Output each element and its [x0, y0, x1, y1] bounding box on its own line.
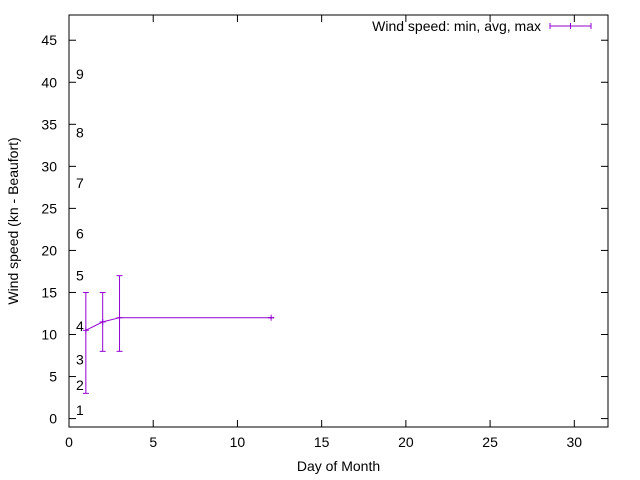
legend-series-label: Wind speed: min, avg, max	[372, 18, 541, 34]
beaufort-label: 8	[76, 125, 84, 141]
y-tick-label: 40	[41, 74, 57, 90]
beaufort-label: 4	[76, 318, 84, 334]
series-line	[85, 317, 272, 331]
y-tick-label: 5	[49, 369, 57, 385]
plot-border	[68, 14, 609, 428]
data-point	[99, 291, 106, 352]
beaufort-label: 3	[76, 352, 84, 368]
beaufort-label: 6	[76, 226, 84, 242]
y-tick-label: 0	[49, 411, 57, 427]
y-axis-label: Wind speed (kn - Beaufort)	[5, 137, 21, 304]
y-tick-label: 35	[41, 116, 57, 132]
x-tick-label: 25	[482, 434, 498, 450]
data-point	[116, 275, 123, 352]
y-tick-label: 45	[41, 32, 57, 48]
beaufort-label: 2	[76, 377, 84, 393]
beaufort-label: 1	[76, 402, 84, 418]
data-point	[82, 291, 89, 394]
legend-series-sample	[549, 23, 592, 29]
y-tick-label: 30	[41, 158, 57, 174]
legend: Wind speed: min, avg, max	[372, 18, 592, 34]
x-tick-label: 0	[65, 434, 73, 450]
x-tick-label: 20	[398, 434, 414, 450]
data-point	[268, 314, 275, 321]
beaufort-label: 7	[76, 175, 84, 191]
x-tick-label: 5	[149, 434, 157, 450]
x-tick-label: 15	[314, 434, 330, 450]
x-axis-label: Day of Month	[297, 458, 380, 474]
x-tick-label: 30	[567, 434, 583, 450]
y-tick-label: 20	[41, 242, 57, 258]
y-tick-label: 15	[41, 284, 57, 300]
y-tick-label: 25	[41, 200, 57, 216]
beaufort-label: 5	[76, 268, 84, 284]
wind-speed-series	[82, 275, 275, 394]
y-tick-label: 10	[41, 327, 57, 343]
x-tick-label: 10	[230, 434, 246, 450]
beaufort-label: 9	[76, 66, 84, 82]
beaufort-scale-labels: 1 2 3 4 5 6 7 8 9	[76, 66, 84, 418]
